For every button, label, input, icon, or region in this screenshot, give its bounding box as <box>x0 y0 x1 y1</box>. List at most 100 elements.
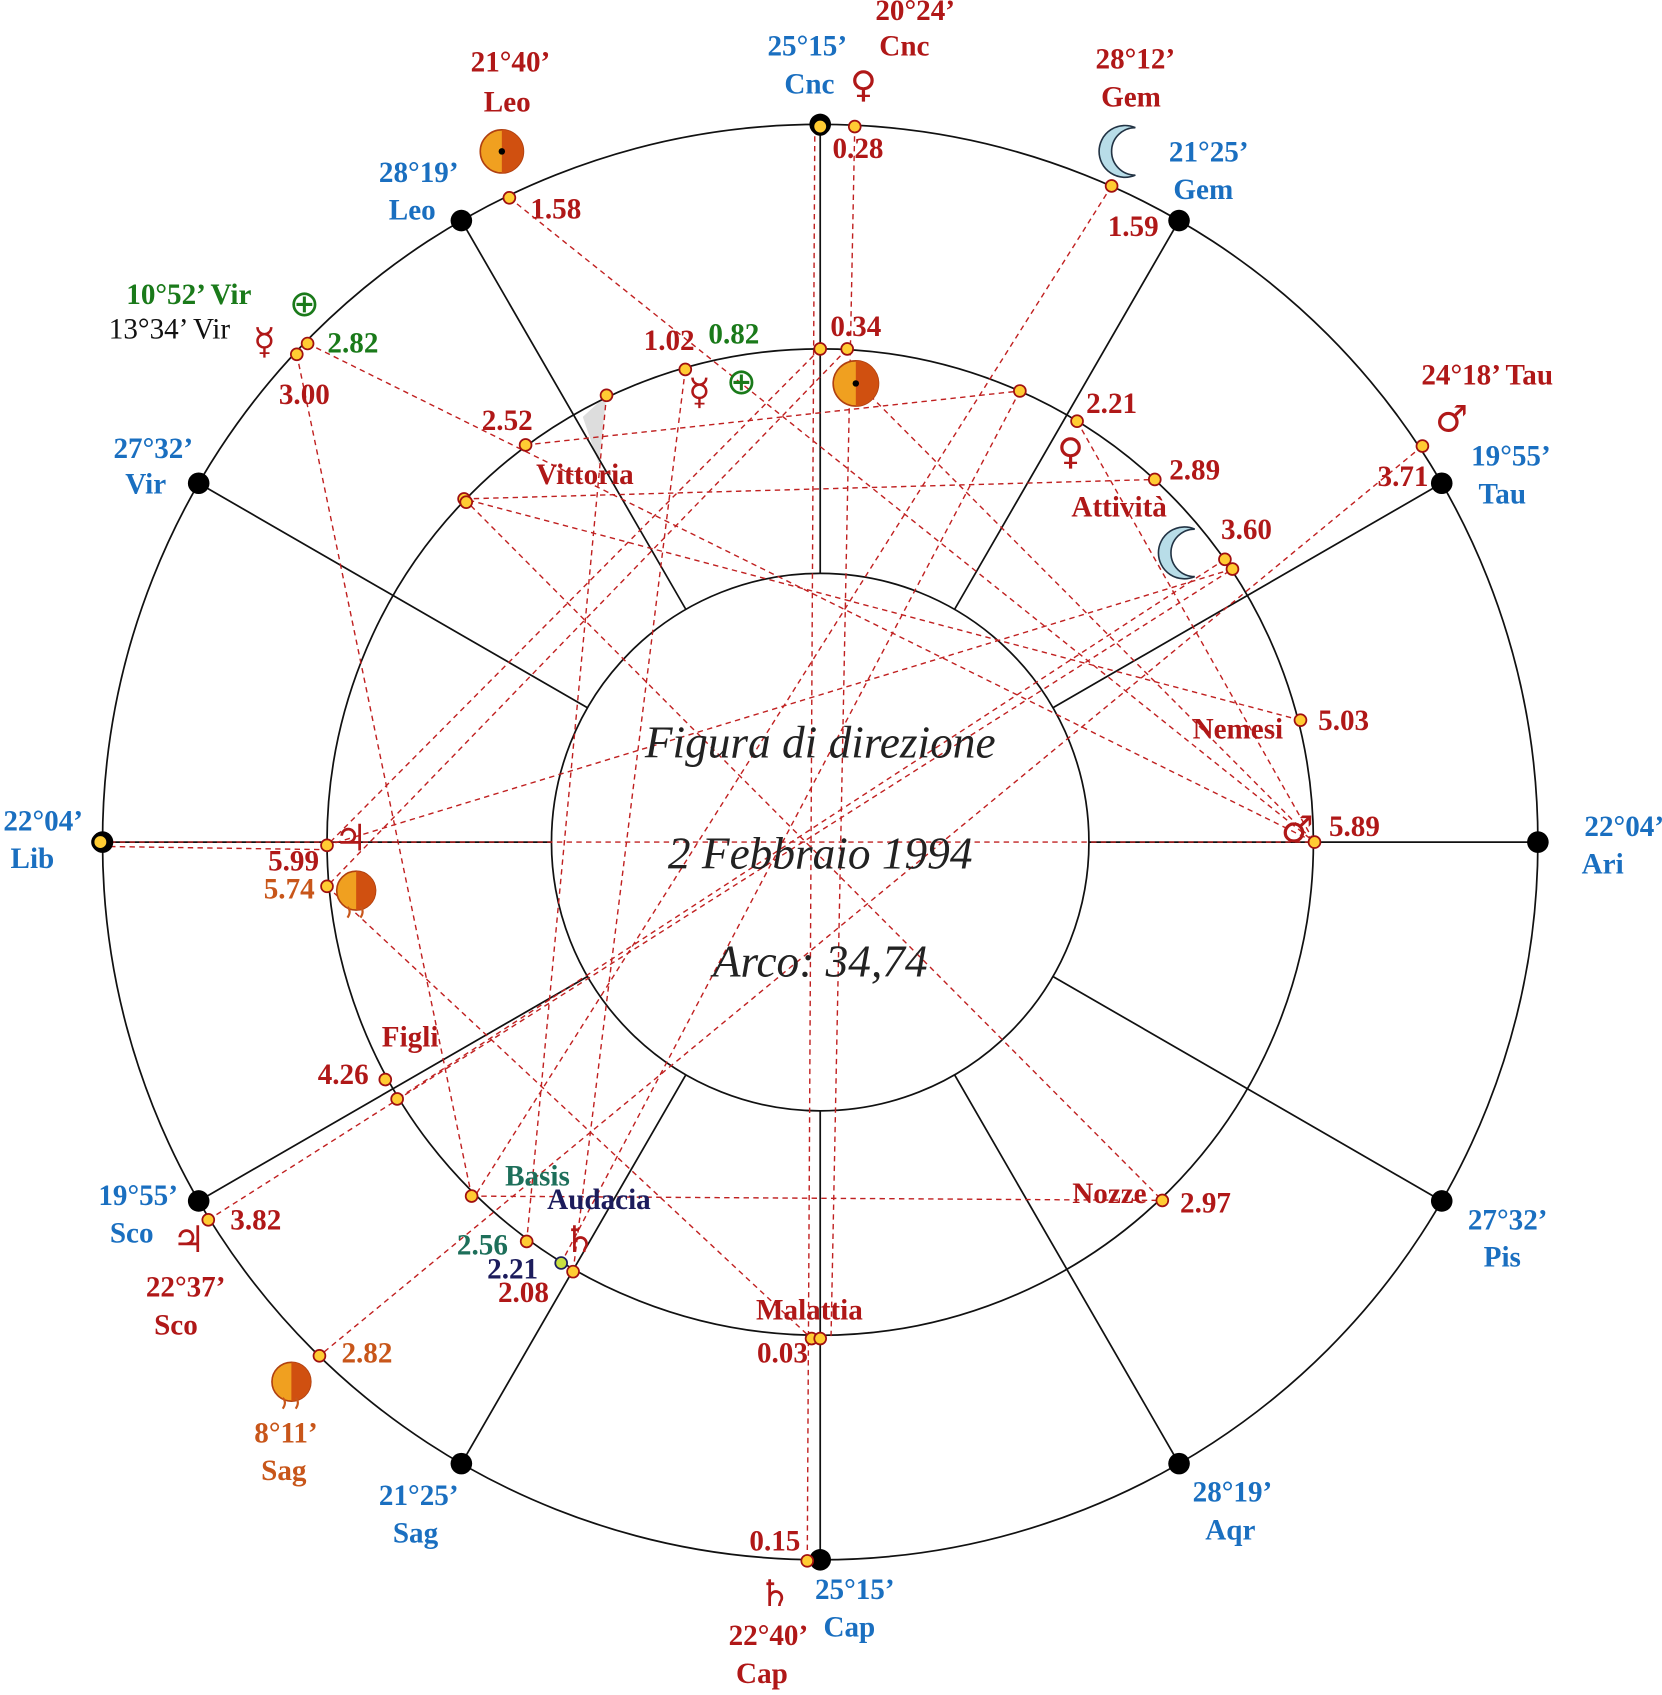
planets-label: 22°40’ <box>729 1620 809 1652</box>
point <box>1070 414 1084 429</box>
cusp-line <box>1052 975 1443 1202</box>
point <box>312 1349 327 1363</box>
aspect-line <box>326 568 1233 847</box>
directed-symbols-label: ♂ <box>1281 808 1314 851</box>
cusp-dot <box>187 1190 210 1212</box>
values-label: 1.58 <box>530 194 581 226</box>
parts-label: Figli <box>382 1021 439 1053</box>
aspect-line <box>326 348 848 887</box>
sun-shade <box>855 360 879 407</box>
cusp-line <box>198 975 588 1202</box>
aspect-line <box>207 568 1233 1221</box>
planets-label: ♀ <box>850 63 877 106</box>
cusps-label: 28°19’ <box>1193 1477 1273 1509</box>
planets-label: ♂ <box>1435 398 1468 441</box>
cusp-line <box>1052 482 1443 709</box>
point <box>678 362 693 377</box>
cusps-label: 25°15’ <box>815 1574 895 1606</box>
values-label: 1.59 <box>1108 211 1159 243</box>
point <box>1013 384 1027 398</box>
planets-label: Gem <box>1101 81 1161 113</box>
point <box>502 191 517 205</box>
point <box>1147 472 1162 487</box>
cusp-dot <box>450 1452 473 1475</box>
moon-icon <box>1098 124 1136 179</box>
shaded-sector <box>582 395 607 465</box>
cusps-label: 19°55’ <box>98 1180 178 1212</box>
aspect-line <box>326 885 813 1340</box>
directed-symbols-label: ♃ <box>334 816 367 859</box>
values-label: 4.26 <box>318 1059 369 1091</box>
aspect-line <box>572 369 687 1272</box>
values-label: 3.00 <box>279 379 330 411</box>
planets-label: ☿ <box>253 320 276 363</box>
cusps-label: 27°32’ <box>113 433 193 465</box>
cusps-label: Tau <box>1479 478 1527 510</box>
cusps-label: 21°25’ <box>1169 136 1249 168</box>
aspect-line <box>830 126 856 1339</box>
parts-label: Malattia <box>756 1294 863 1326</box>
planets-label: 22°37’ <box>146 1272 226 1304</box>
point <box>813 1331 828 1346</box>
aspect-line <box>464 478 1155 500</box>
sun-dot <box>852 380 860 387</box>
cusp-dot <box>1168 1452 1190 1475</box>
point <box>800 1554 815 1568</box>
sun-dot <box>498 148 506 155</box>
point <box>519 1234 534 1249</box>
values-label: 5.89 <box>1329 811 1380 843</box>
aspect-line <box>508 197 1315 843</box>
parts-label: Nozze <box>1072 1178 1146 1210</box>
cusps-label: Sco <box>110 1218 154 1250</box>
node-icon <box>281 1397 299 1410</box>
aspect-line <box>100 845 328 851</box>
aspect-line <box>525 390 1020 446</box>
cusps-label: 22°04’ <box>1584 811 1662 843</box>
planets-label: Leo <box>484 87 531 119</box>
center-label: Figura di direzione <box>644 718 996 768</box>
planets-label: 28°12’ <box>1096 44 1176 76</box>
cusp-dot <box>1168 209 1190 232</box>
point <box>518 438 533 452</box>
lines <box>100 124 1538 1561</box>
values-label: 2.08 <box>498 1277 549 1309</box>
cusps-label: Vir <box>125 469 166 501</box>
values-label: 0.82 <box>708 319 759 351</box>
directed-symbols-label: ⊕ <box>726 360 757 403</box>
directed-symbols-label: ☿ <box>688 371 711 414</box>
aspect-line <box>319 445 1423 1357</box>
planets-label: Cap <box>736 1658 788 1690</box>
planets-label: 24°18’ Tau <box>1421 360 1553 392</box>
point <box>1415 439 1430 453</box>
point <box>300 336 315 351</box>
cusp-line <box>460 220 687 610</box>
cusp-line <box>198 482 588 709</box>
cusps-label: 22°04’ <box>3 805 83 837</box>
values-label: 0.03 <box>757 1338 808 1370</box>
sun-shade <box>501 129 524 173</box>
point <box>1104 179 1119 193</box>
sun-shade <box>356 871 376 911</box>
values-label: 2.56 <box>457 1230 508 1262</box>
point <box>320 879 334 894</box>
aspect-line <box>560 390 1021 1264</box>
aspect-line <box>471 1195 1163 1202</box>
planets-label: 13°34’ Vir <box>109 313 231 345</box>
cusps-label: 27°32’ <box>1468 1205 1548 1237</box>
values-label: 2.89 <box>1169 455 1220 487</box>
cusp-line <box>953 220 1180 610</box>
cusp-dot <box>187 472 210 495</box>
aspect-line <box>307 342 1315 843</box>
values-label: 2.82 <box>341 1338 392 1370</box>
point <box>1225 562 1240 576</box>
planets-label: ♃ <box>172 1218 205 1261</box>
parts-label: Audacia <box>547 1184 651 1216</box>
directed-symbols-label: ♄ <box>563 1218 596 1261</box>
point <box>554 1256 568 1270</box>
cusp-line <box>953 1074 1180 1465</box>
parts-label: Basis <box>505 1161 570 1193</box>
cusps-label: Cnc <box>784 68 834 100</box>
planets-label: ⊕ <box>289 282 320 325</box>
labels: Figura di direzione 2 Febbraio 1994 Arco: … <box>3 0 1662 1690</box>
